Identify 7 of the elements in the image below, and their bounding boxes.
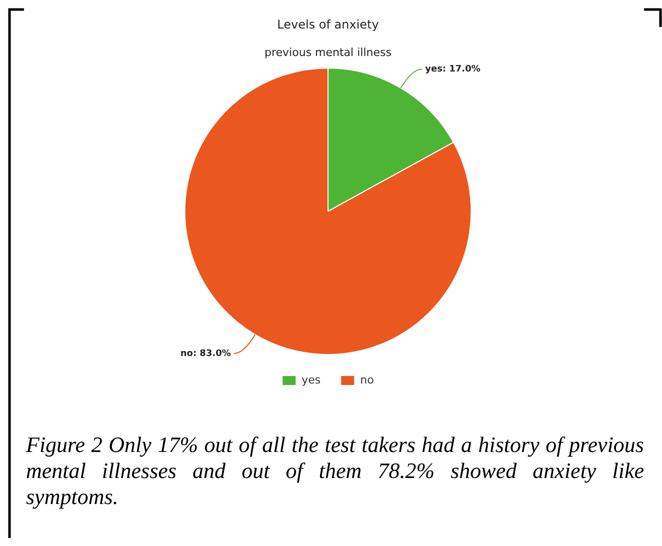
caption: Figure 2 Only 17% out of all the test takers had a history of previous mental illnesses and out of them 78.2% showed anxiety like symptoms. [26,432,644,510]
chart-title: Levels of anxiety [277,17,379,32]
legend-label: yes [302,373,321,386]
data-label: yes: 17.0% [425,64,480,74]
chart-subtitle: previous mental illness [264,46,392,59]
legend-label: no [360,373,374,386]
data-label: no: 83.0% [180,348,231,359]
